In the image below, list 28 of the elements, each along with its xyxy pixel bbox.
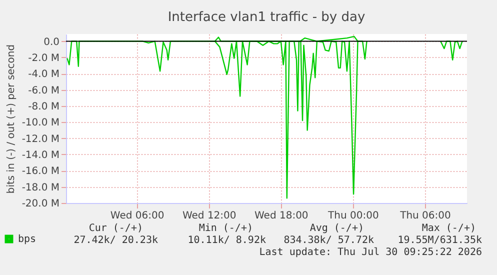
y-tick-label: -20.0 M xyxy=(22,198,60,210)
x-tick-label: Wed 12:00 xyxy=(182,210,236,222)
y-tick-label: -12.0 M xyxy=(22,134,60,145)
legend-label: bps xyxy=(18,234,36,245)
text: 10.11k/ 8.92k xyxy=(188,235,266,246)
x-tick-label: Thu 06:00 xyxy=(399,210,451,222)
text: Min (-/+) xyxy=(198,223,253,234)
y-tick-label: -10.0 M xyxy=(22,118,60,129)
y-tick-label: -18.0 M xyxy=(22,182,60,194)
y-tick-label: -2.0 M xyxy=(28,52,60,64)
text: 19.55M/631.35k xyxy=(398,235,482,246)
text: 834.38k/ 57.72k xyxy=(284,235,374,246)
y-tick-label: -4.0 M xyxy=(28,69,60,80)
y-tick-label: -14.0 M xyxy=(22,150,60,161)
x-tick-label: Wed 18:00 xyxy=(254,210,308,222)
text: Avg (-/+) xyxy=(310,223,364,234)
y-tick-label: -16.0 M xyxy=(22,166,60,178)
text: Cur (-/+) xyxy=(88,223,143,234)
text: 27.42k/ 20.23k xyxy=(74,235,158,246)
y-axis-title: bits in (-) / out (+) per second xyxy=(6,44,17,194)
y-tick-label: 0.0 xyxy=(44,36,60,48)
text: Max (-/+) xyxy=(422,223,476,234)
y-tick-label: -6.0 M xyxy=(28,85,60,96)
text: Last update: Thu Jul 30 09:25:22 2026 xyxy=(259,247,482,258)
x-tick-label: Thu 00:00 xyxy=(327,210,379,222)
y-tick-label: -8.0 M xyxy=(28,101,60,112)
x-tick-label: Wed 06:00 xyxy=(110,210,164,222)
chart-title: Interface vlan1 traffic - by day xyxy=(168,10,366,25)
